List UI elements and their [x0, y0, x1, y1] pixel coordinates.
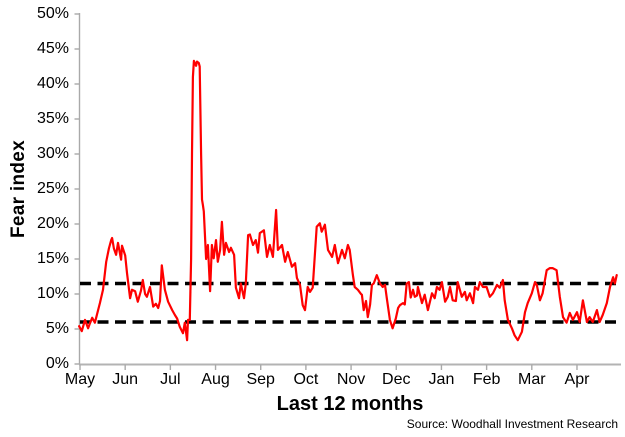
y-tick-label-25: 25%	[36, 180, 69, 197]
x-tick-label-apr: Apr	[564, 371, 590, 388]
y-tick-label-0: 0%	[45, 355, 69, 372]
y-axis-tick-labels: 50% 45% 40% 35% 30% 25% 20% 15% 10% 5% 0…	[0, 0, 79, 437]
y-tick-label-40: 40%	[36, 75, 69, 92]
x-tick-label-jul: Jul	[160, 371, 181, 388]
x-tick-label-nov: Nov	[336, 371, 366, 388]
y-tick-label-5: 5%	[45, 320, 69, 337]
source-attribution: Source: Woodhall Investment Research	[406, 417, 618, 431]
y-tick-label-30: 30%	[36, 145, 69, 162]
x-tick-label-dec: Dec	[382, 371, 411, 388]
x-tick-label-jun: Jun	[112, 371, 139, 388]
axis-tick-marks	[74, 13, 578, 370]
y-tick-label-45: 45%	[36, 40, 69, 57]
y-tick-label-10: 10%	[36, 285, 69, 302]
x-tick-label-mar: Mar	[518, 371, 546, 388]
x-tick-label-jan: Jan	[428, 371, 455, 388]
x-tick-label-sep: Sep	[246, 371, 275, 388]
x-tick-label-aug: Aug	[201, 371, 230, 388]
x-tick-label-feb: Feb	[472, 371, 501, 388]
y-axis-title: Fear index	[8, 139, 29, 239]
x-axis-tick-labels: May Jun Jul Aug Sep Oct Nov Dec Jan Feb …	[0, 371, 625, 391]
fear-index-series-line	[77, 59, 618, 342]
x-axis-title: Last 12 months	[276, 393, 424, 415]
y-tick-label-50: 50%	[36, 5, 69, 22]
x-tick-label-oct: Oct	[293, 371, 319, 388]
x-tick-label-may: May	[64, 371, 96, 388]
y-tick-label-15: 15%	[36, 250, 69, 267]
y-tick-label-35: 35%	[36, 110, 69, 127]
y-tick-label-20: 20%	[36, 215, 69, 232]
